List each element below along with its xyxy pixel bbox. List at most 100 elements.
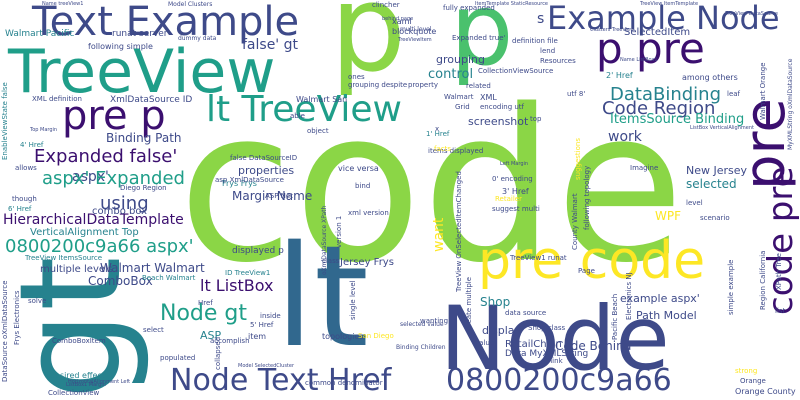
word-definition-file: definition file — [512, 37, 558, 45]
word-ones: ones — [348, 73, 365, 81]
word-0800200c9a66-medium: 0800200c9a66 aspx' — [5, 236, 194, 257]
word-datasource-oxmldatasource: DataSource oXmlDataSource — [1, 280, 9, 382]
word-control: control — [428, 67, 474, 82]
word-0-encoding: 0' encoding — [492, 175, 533, 183]
word-myxmlstring-oxmldatasource: MyXMLString oXmlDataSource — [787, 58, 794, 150]
word-model-selectedcluster: Model SelectedCluster — [238, 363, 295, 369]
word-inside: inside — [260, 312, 281, 320]
word-allows: allows — [15, 164, 37, 172]
word-wpf: WPF — [655, 209, 682, 223]
word-comboboxitem: ComboBoxItem — [52, 337, 106, 345]
word-simple-example: simple example — [727, 259, 735, 315]
word-jersey-frys: Jersey Frys — [340, 257, 394, 268]
word-lt: lt — [275, 216, 369, 379]
word-4-href: 4' Href — [20, 141, 44, 149]
word-s: s — [537, 11, 545, 27]
word-frys-frys: Frys Frys — [222, 179, 257, 188]
word-select: select — [143, 326, 164, 334]
word-code-region: Code Region — [602, 98, 716, 119]
word-retailer: Retailer — [495, 195, 522, 203]
word-node: Node — [440, 287, 670, 390]
word-top: top — [530, 115, 542, 123]
word-work: work — [608, 129, 642, 145]
word-lt-treeview: lt TreeView — [206, 89, 402, 130]
word-shop: Shop — [480, 295, 511, 309]
word-though: though — [12, 195, 37, 203]
word-hierarchicaldatatemplate: HierarchicalDataTemplate — [3, 212, 184, 228]
word-collapsed: collapsed — [214, 336, 222, 370]
word-level: level — [686, 199, 703, 207]
word-grouping-despite: grouping despite — [348, 81, 408, 89]
word-oxmldatasource-xpath: oXmlDataSource XPath — [321, 205, 328, 275]
word-items-displayed: items displayed — [428, 147, 484, 155]
word-frys-electronics: Frys Electronics — [13, 290, 21, 345]
word-selecteditem: SelectedItem — [624, 27, 691, 38]
word-false-datasourceid: false DataSourceID — [230, 154, 298, 162]
word-example-aspx: example aspx' — [620, 292, 700, 305]
word-itemssource-binding: ItemsSource Binding — [610, 112, 745, 127]
word-create-multiple: create multiple — [465, 276, 473, 330]
word-strong: strong — [735, 367, 758, 375]
word-bind: bind — [355, 182, 371, 190]
word-href-mid: Href — [198, 299, 213, 307]
word-false-gt: false' gt — [242, 37, 298, 53]
word-version-1: version 1 — [335, 215, 343, 248]
word-able: able — [290, 112, 305, 120]
word-clincher: clincher — [372, 1, 400, 9]
word-walmart-san: Walmart San — [296, 95, 348, 104]
word-new-jersey: New Jersey — [686, 164, 748, 177]
word-display: display — [482, 324, 522, 337]
word-properties: properties — [238, 164, 295, 177]
word-lend: lend — [540, 47, 556, 55]
word-p-1: p — [330, 0, 407, 99]
word-xmldatasource-id: XmlDataSource ID — [110, 95, 193, 105]
word-xml: XML — [480, 93, 497, 102]
word-topologies: topologies — [322, 332, 364, 341]
word-treeview: TreeView — [8, 37, 276, 107]
word-databinding: DataBinding — [610, 84, 721, 105]
word-region-california: Region California — [759, 250, 767, 310]
word-margin-name: Margin Name — [232, 189, 313, 203]
word-model-clusters: Model Clusters — [168, 1, 213, 8]
word-pacific-beach: Pacific Beach — [611, 293, 619, 340]
word-code-behind: Code Behind — [555, 339, 632, 353]
word-multi-level: multi level — [400, 26, 432, 33]
word-asp: ASP — [200, 329, 222, 342]
word-expanded-false: Expanded false' — [34, 146, 178, 167]
word-object: object — [307, 127, 329, 135]
word-left-margin: Left Margin — [500, 161, 529, 167]
word-aspx-expanded: aspx' Expanded — [42, 168, 185, 189]
word-populated: populated — [160, 354, 196, 362]
word-single-level: single level — [349, 280, 357, 320]
word-facts: facts — [434, 145, 451, 153]
word-county-walmart: County Walmart — [571, 193, 579, 250]
word-leaf: leaf — [727, 90, 741, 98]
word-multiple-levels: multiple levels — [40, 264, 114, 275]
word-solve: solve — [28, 297, 47, 305]
word-utf-8: utf 8' — [567, 90, 586, 98]
word-collectionview: CollectionView — [48, 389, 100, 397]
word-xml-definition: XML definition — [32, 95, 82, 103]
word-grouping: grouping — [436, 53, 485, 66]
word-walmart-walmart: Walmart Walmart — [100, 261, 205, 275]
word-verticalalignment-top: VerticalAlignment Top — [30, 227, 139, 238]
word-page: Page — [578, 267, 595, 275]
word-treeview1-runat: TreeView1 runat — [510, 254, 567, 262]
word-enableviewstate-false: EnableViewState false — [1, 82, 9, 160]
word-clusters-treeview: Clusters TreeView — [590, 27, 635, 33]
word-6-href: 6' Href — [8, 205, 32, 213]
word-treeview-itemssource: TreeView ItemsSource — [25, 254, 103, 262]
word-lt-listbox: lt ListBox — [200, 276, 274, 295]
word-selected-value: selected value — [400, 321, 444, 328]
word-diego-region: Diego Region — [120, 184, 167, 192]
word-accomplish: accomplish — [210, 337, 250, 345]
word-scenario: scenario — [700, 214, 730, 222]
word-id-treeview1: ID TreeView1 — [225, 269, 271, 277]
word-beach-walmart: Beach Walmart — [142, 274, 196, 282]
word-expanded-true: Expanded true' — [452, 34, 506, 42]
word-blockquote: blockquote — [392, 27, 437, 36]
word-text-example: Text Example — [32, 0, 300, 45]
word-xpath-tree: XPath Tree — [775, 253, 783, 290]
word-suggest-multi: suggest multi — [492, 205, 540, 213]
